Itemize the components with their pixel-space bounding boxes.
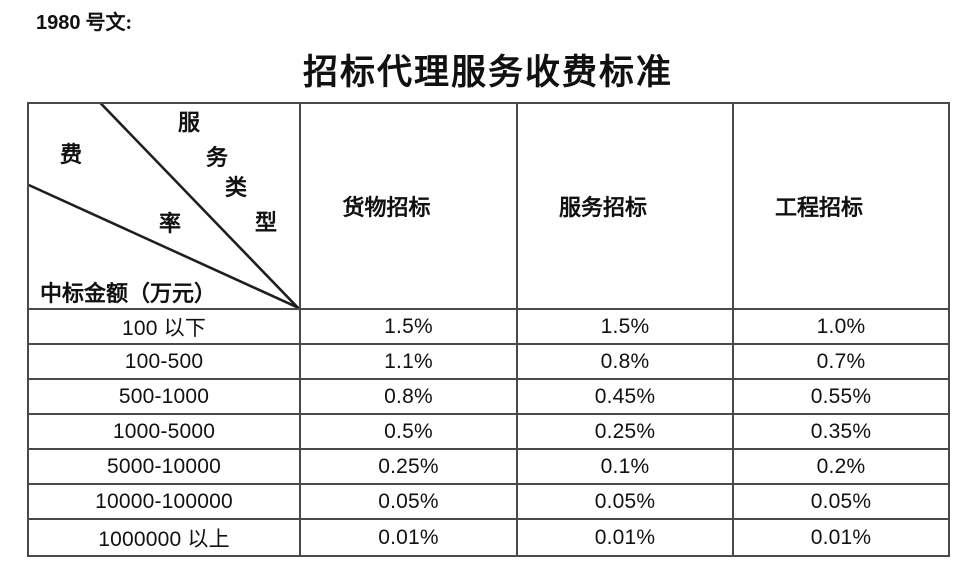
column-header-engineering: 工程招标 bbox=[734, 104, 948, 310]
rate-cell: 0.25% bbox=[301, 450, 518, 485]
row-label: 1000-5000 bbox=[29, 415, 301, 450]
corner-label-service-char-1: 服 bbox=[178, 110, 201, 135]
row-label: 10000-100000 bbox=[29, 485, 301, 520]
rate-cell: 1.0% bbox=[734, 310, 948, 345]
corner-label-service-char-3: 类 bbox=[225, 175, 248, 200]
rate-cell: 0.1% bbox=[518, 450, 734, 485]
rate-cell: 0.55% bbox=[734, 380, 948, 415]
doc-number-suffix: 号文: bbox=[85, 12, 133, 34]
rate-cell: 0.05% bbox=[518, 485, 734, 520]
rate-cell: 0.05% bbox=[301, 485, 518, 520]
rate-cell: 0.01% bbox=[301, 520, 518, 555]
rate-cell: 0.7% bbox=[734, 345, 948, 380]
rate-cell: 0.05% bbox=[734, 485, 948, 520]
rate-cell: 1.5% bbox=[518, 310, 734, 345]
rate-cell: 0.01% bbox=[518, 520, 734, 555]
rate-cell: 0.25% bbox=[518, 415, 734, 450]
row-label: 1000000 以上 bbox=[29, 520, 301, 555]
rate-cell: 0.5% bbox=[301, 415, 518, 450]
rate-cell: 0.8% bbox=[301, 380, 518, 415]
rate-cell: 0.8% bbox=[518, 345, 734, 380]
corner-label-rate-char-1: 费 bbox=[60, 142, 83, 167]
rate-cell: 1.1% bbox=[301, 345, 518, 380]
column-header-services: 服务招标 bbox=[518, 104, 734, 310]
row-label: 100-500 bbox=[29, 345, 301, 380]
rate-cell: 0.01% bbox=[810, 525, 872, 549]
corner-header-cell: 服 务 类 型 费 率 中标金额（万元） bbox=[29, 104, 301, 310]
row-label: 5000-10000 bbox=[29, 450, 301, 485]
doc-number: 1980 bbox=[36, 12, 81, 34]
corner-label-rate-char-2: 率 bbox=[159, 211, 182, 236]
page-title: 招标代理服务收费标准 bbox=[302, 53, 673, 92]
fee-standard-table: 服 务 类 型 费 率 中标金额（万元） 货物招标 服务招标 工程招标 100 … bbox=[27, 102, 950, 557]
rate-cell: 0.2% bbox=[734, 450, 948, 485]
row-label: 500-1000 bbox=[29, 380, 301, 415]
diagonal-lines bbox=[29, 104, 299, 308]
rate-cell: 1.5% bbox=[301, 310, 518, 345]
corner-label-service-char-2: 务 bbox=[206, 145, 229, 170]
doc-number-label: 1980 号文: bbox=[36, 6, 132, 35]
column-header-goods: 货物招标 bbox=[301, 104, 518, 310]
corner-label-amount: 中标金额（万元） bbox=[40, 281, 217, 306]
corner-label-service-char-4: 型 bbox=[255, 210, 278, 235]
rate-cell: 0.35% bbox=[734, 415, 948, 450]
row-label: 100 以下 bbox=[29, 310, 301, 345]
rate-cell: 0.45% bbox=[518, 380, 734, 415]
